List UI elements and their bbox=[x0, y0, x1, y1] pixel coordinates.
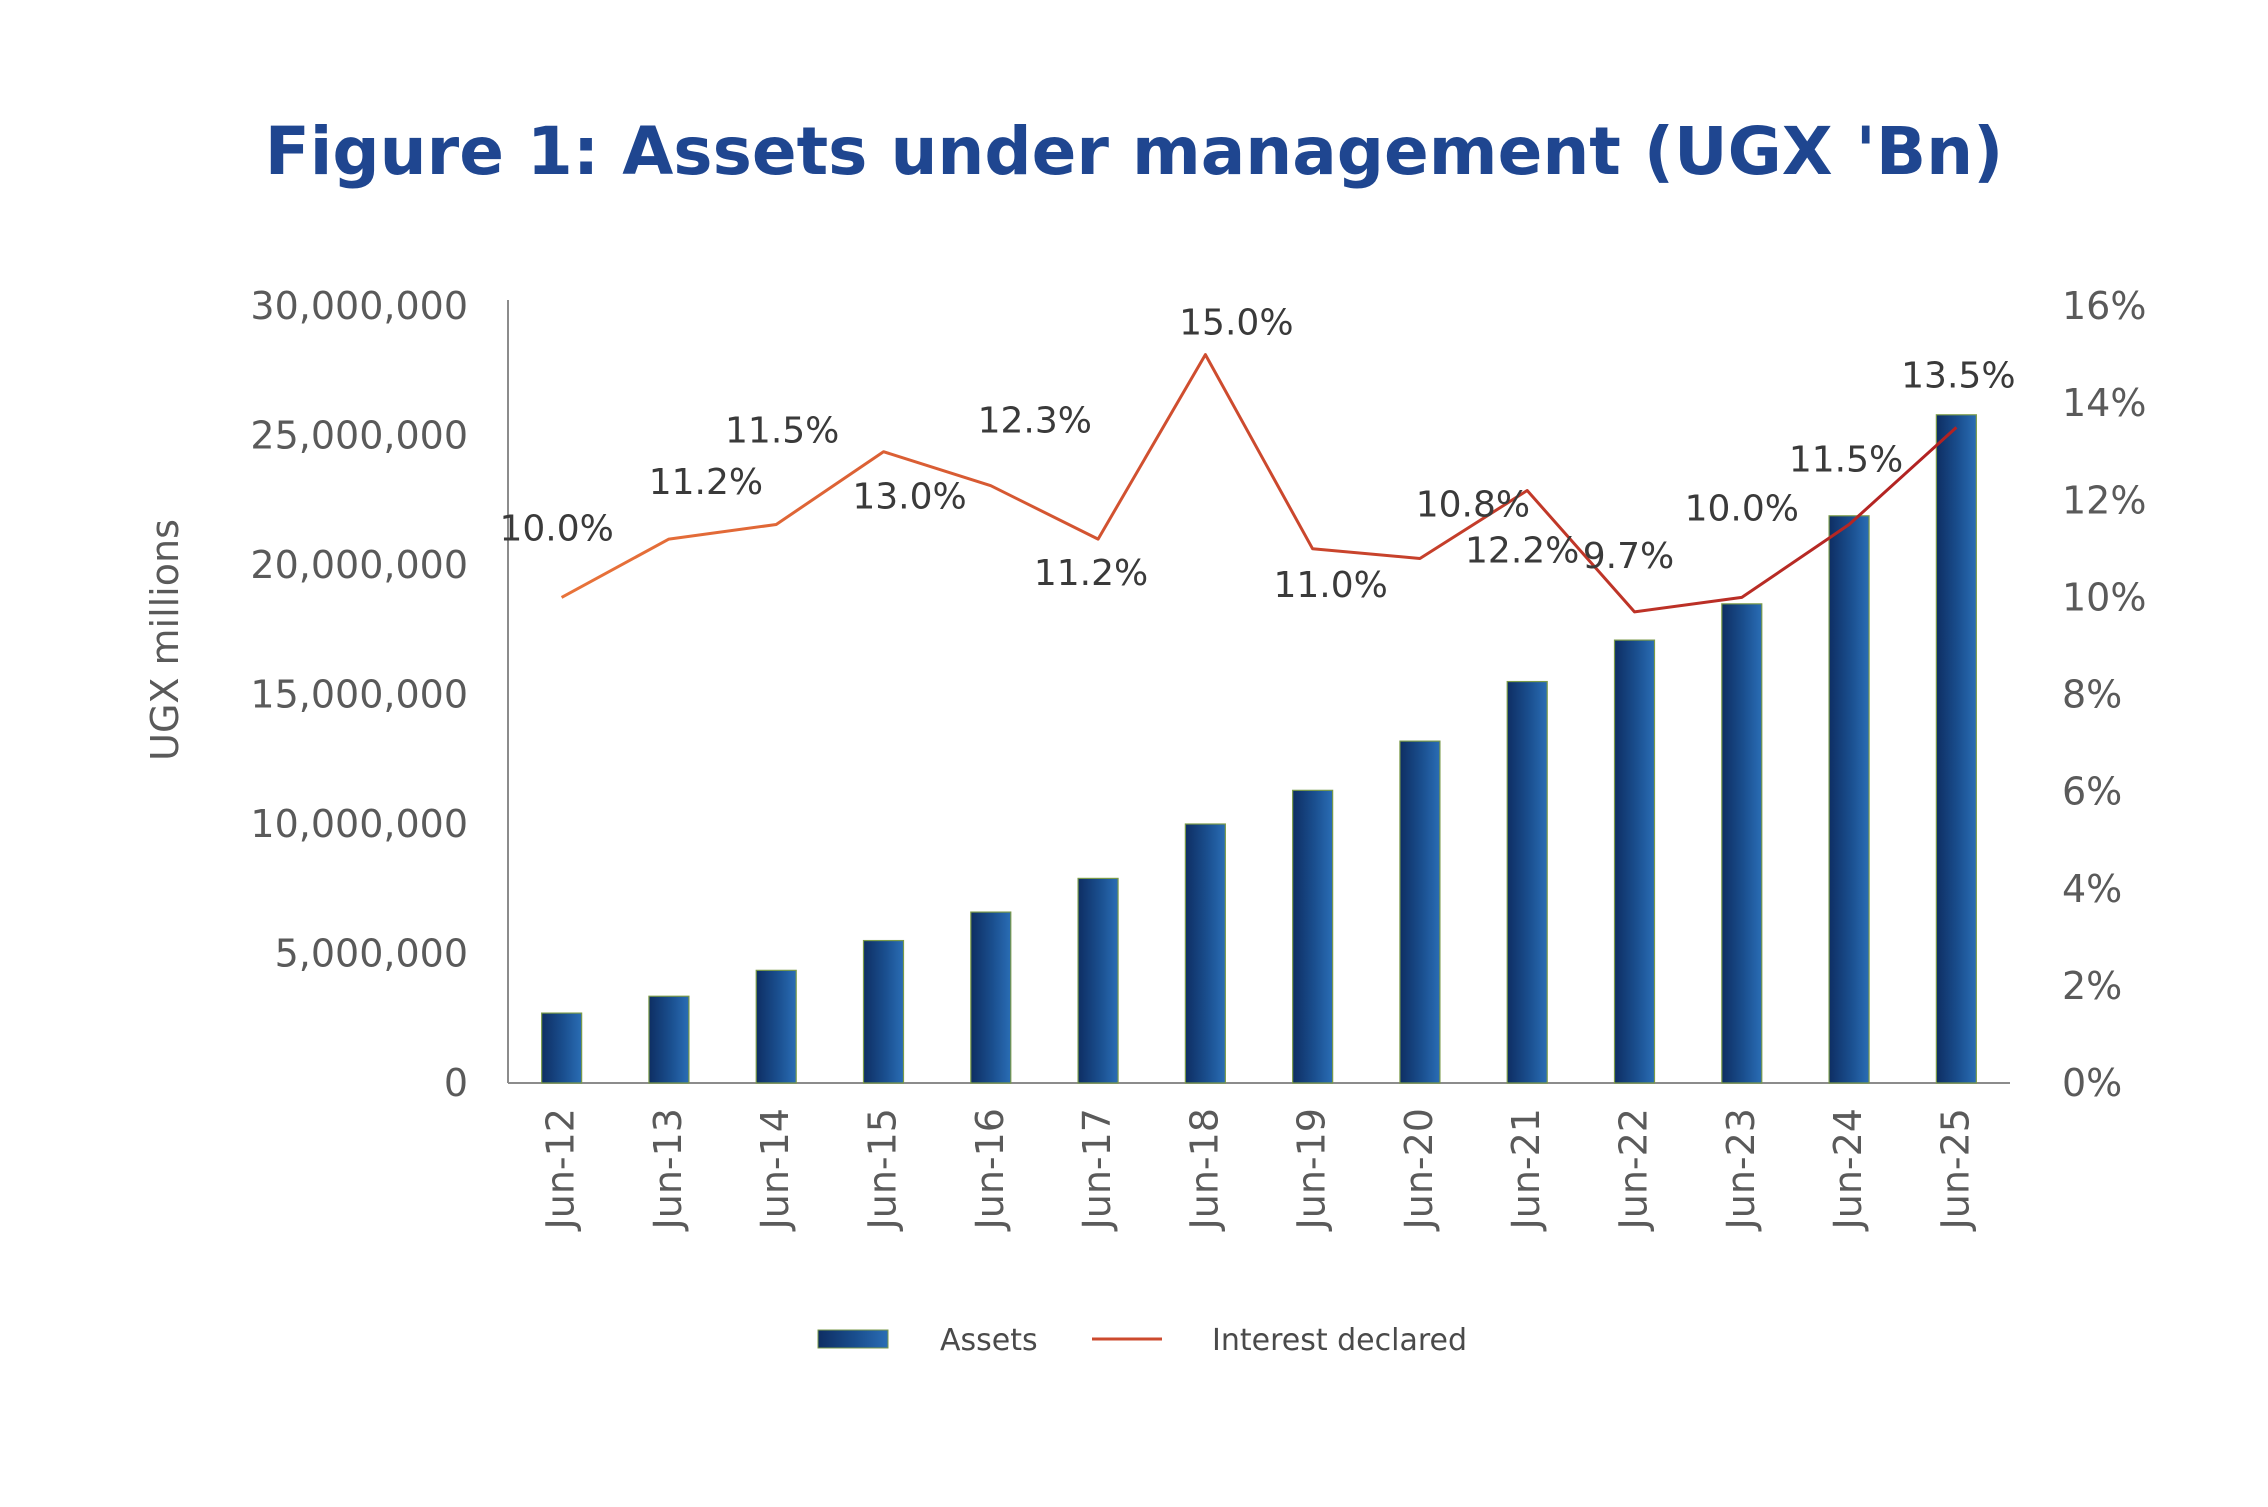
assets-bar bbox=[1184, 823, 1226, 1084]
y-tick-label: 25,000,000 bbox=[250, 414, 468, 458]
y2-tick-label: 16% bbox=[2062, 284, 2146, 328]
x-tick-label: Jun-25 bbox=[1933, 1108, 1977, 1231]
y2-tick-label: 6% bbox=[2062, 770, 2122, 814]
y2-tick-label: 2% bbox=[2062, 964, 2122, 1008]
assets-bar bbox=[1935, 414, 1977, 1084]
y2-tick-label: 12% bbox=[2062, 478, 2146, 522]
assets-bar bbox=[1506, 680, 1548, 1084]
x-tick-label: Jun-16 bbox=[968, 1108, 1012, 1231]
x-tick-label: Jun-23 bbox=[1719, 1108, 1763, 1231]
assets-bar bbox=[1613, 639, 1656, 1084]
interest-data-label: 11.5% bbox=[1789, 440, 1903, 481]
legend-assets-label: Assets bbox=[940, 1323, 1038, 1358]
x-tick-label: Jun-15 bbox=[861, 1108, 905, 1231]
interest-data-label: 10.8% bbox=[1416, 485, 1530, 526]
interest-line bbox=[560, 353, 1958, 614]
bars bbox=[541, 414, 1977, 1084]
x-tick-label: Jun-13 bbox=[646, 1108, 690, 1231]
y-tick-label: 15,000,000 bbox=[250, 673, 468, 717]
y2-tick-label: 4% bbox=[2062, 867, 2122, 911]
y2-tick-label: 0% bbox=[2062, 1061, 2122, 1105]
y2-tick-label: 10% bbox=[2062, 575, 2146, 619]
assets-bar bbox=[648, 995, 690, 1084]
data-labels: 10.0% 11.2% 11.5% 13.0% 12.3% 11.2% 15.0% 11.0%… bbox=[499, 303, 2015, 606]
x-tick-label: Jun-21 bbox=[1504, 1108, 1548, 1231]
legend: Assets Interest declared bbox=[817, 1323, 1467, 1358]
x-tick-label: Jun-12 bbox=[539, 1108, 583, 1231]
interest-data-label: 15.0% bbox=[1179, 303, 1293, 344]
y-tick-label: 5,000,000 bbox=[275, 932, 468, 976]
assets-bar bbox=[1828, 515, 1870, 1084]
y-axis-title: UGX millions bbox=[143, 519, 187, 761]
assets-bar bbox=[1721, 603, 1763, 1084]
assets-bar bbox=[1399, 740, 1441, 1084]
assets-bar bbox=[970, 911, 1012, 1084]
x-tick-label: Jun-19 bbox=[1290, 1108, 1334, 1231]
axes: 0 5,000,000 10,000,000 15,000,000 20,000,000… bbox=[143, 284, 2146, 1231]
x-tick-label: Jun-22 bbox=[1612, 1108, 1656, 1231]
x-tick-label: Jun-17 bbox=[1075, 1108, 1119, 1231]
interest-line-group bbox=[560, 353, 1958, 614]
interest-data-label: 11.2% bbox=[1034, 553, 1148, 594]
x-tick-label: Jun-24 bbox=[1826, 1108, 1870, 1231]
chart-title: Figure 1: Assets under management (UGX '… bbox=[265, 113, 2004, 190]
interest-data-label: 13.5% bbox=[1901, 355, 2015, 396]
x-tick-label: Jun-18 bbox=[1182, 1108, 1226, 1231]
y-tick-label: 20,000,000 bbox=[250, 543, 468, 587]
assets-bar bbox=[1077, 877, 1119, 1084]
assets-bar bbox=[541, 1012, 583, 1084]
legend-interest-label: Interest declared bbox=[1212, 1323, 1467, 1358]
assets-bar bbox=[755, 969, 797, 1084]
interest-data-label: 12.2% bbox=[1465, 531, 1579, 572]
interest-data-label: 10.0% bbox=[1685, 488, 1799, 529]
interest-data-label: 11.0% bbox=[1273, 565, 1387, 606]
y2-tick-label: 14% bbox=[2062, 381, 2146, 425]
y-tick-label: 10,000,000 bbox=[250, 802, 468, 846]
legend-assets-swatch bbox=[817, 1329, 889, 1349]
x-tick-label: Jun-20 bbox=[1397, 1108, 1441, 1231]
interest-data-label: 11.5% bbox=[725, 411, 839, 452]
y2-tick-label: 8% bbox=[2062, 673, 2122, 717]
y-tick-label: 0 bbox=[444, 1061, 468, 1105]
interest-data-label: 11.2% bbox=[649, 462, 763, 503]
interest-data-label: 10.0% bbox=[499, 508, 613, 549]
interest-data-label: 9.7% bbox=[1583, 536, 1674, 577]
x-tick-label: Jun-14 bbox=[753, 1108, 797, 1231]
assets-bar bbox=[1292, 789, 1334, 1084]
interest-data-label: 12.3% bbox=[978, 401, 1092, 442]
interest-data-label: 13.0% bbox=[852, 477, 966, 518]
assets-bar bbox=[862, 939, 905, 1084]
y-tick-label: 30,000,000 bbox=[250, 284, 468, 328]
